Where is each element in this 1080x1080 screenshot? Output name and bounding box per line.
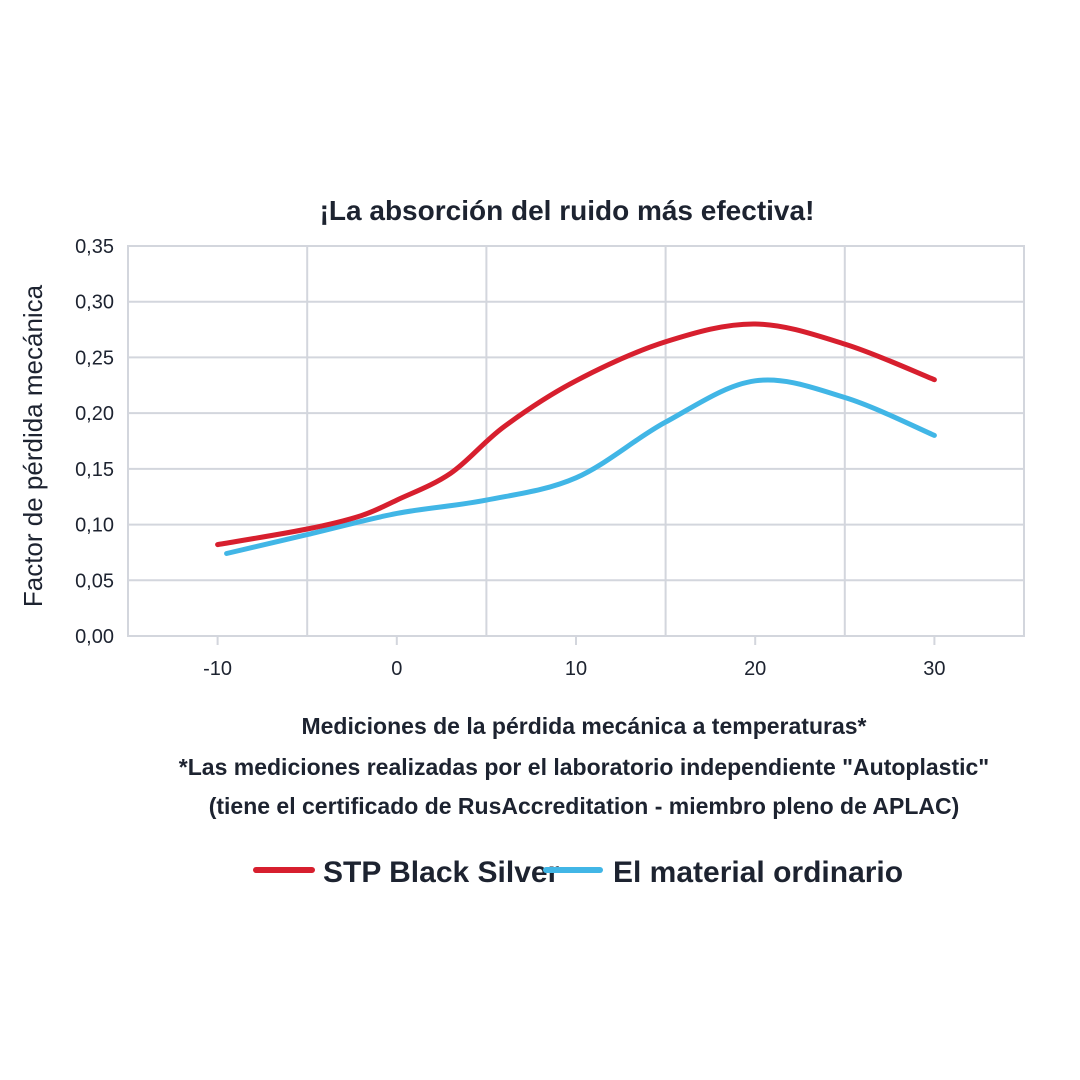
series-line-stp-black-silver: [215, 321, 937, 548]
y-tick-label: 0,20: [75, 403, 114, 425]
footnote-line-2: (tiene el certificado de RusAccreditatio…: [209, 793, 960, 819]
y-tick-label: 0,25: [75, 347, 114, 369]
y-tick-label: 0,05: [75, 570, 114, 592]
series: [215, 321, 937, 556]
y-tick-label: 0,15: [75, 459, 114, 481]
grid: [127, 245, 1025, 637]
y-axis-ticks: 0,00 0,05 0,10 0,15 0,20 0,25 0,30 0,35: [75, 236, 114, 648]
x-tick-label: 30: [923, 658, 945, 680]
y-tick-label: 0,30: [75, 292, 114, 314]
chart-title: ¡La absorción del ruido más efectiva!: [320, 195, 815, 226]
y-tick-label: 0,00: [75, 626, 114, 648]
y-tick-label: 0,35: [75, 236, 114, 258]
x-tick-label: 20: [744, 658, 766, 680]
plot-frame: [127, 245, 1025, 637]
legend: STP Black Silver El material ordinario: [253, 856, 903, 889]
y-axis-label: Factor de pérdida mecánica: [18, 284, 48, 607]
y-tick-label: 0,10: [75, 515, 114, 537]
x-axis-ticks: -10 0 10 20 30: [203, 636, 946, 680]
legend-label-el-material-ordinario: El material ordinario: [613, 856, 903, 889]
x-tick-label: -10: [203, 658, 232, 680]
x-tick-label: 0: [391, 658, 402, 680]
series-line-el-material-ordinario: [224, 377, 937, 556]
x-axis-label: Mediciones de la pérdida mecánica a temp…: [301, 713, 866, 739]
footnote-line-1: *Las mediciones realizadas por el labora…: [179, 754, 989, 780]
x-tick-label: 10: [565, 658, 587, 680]
legend-label-stp-black-silver: STP Black Silver: [323, 856, 560, 889]
